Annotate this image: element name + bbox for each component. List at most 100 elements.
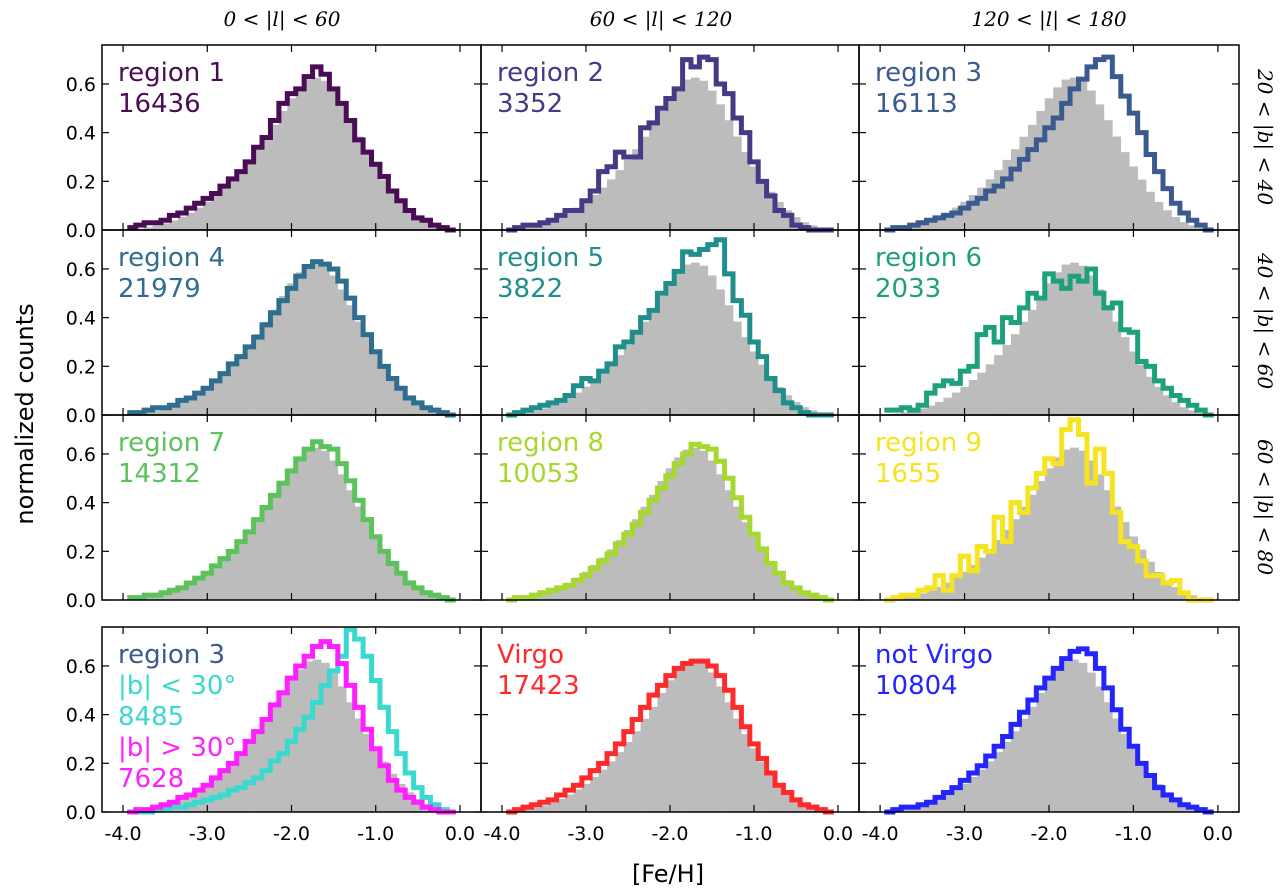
reference-bar-38 <box>1196 227 1206 230</box>
row-header-1: 20 < |b| < 40 <box>1252 68 1277 205</box>
reference-bar-24 <box>699 450 709 600</box>
reference-bar-11 <box>211 194 221 230</box>
reference-bar-16 <box>632 519 641 600</box>
x-tick-label: -1.0 <box>1115 823 1152 845</box>
reference-bar-37 <box>808 595 818 600</box>
reference-bar-30 <box>1129 748 1138 812</box>
reference-bar-23 <box>312 659 322 812</box>
reference-bar-27 <box>1103 702 1113 812</box>
reference-bar-34 <box>1163 792 1172 812</box>
reference-bar-16 <box>632 334 641 415</box>
reference-bar-10 <box>960 201 970 230</box>
reference-bar-31 <box>1137 179 1147 230</box>
region-label: region 7 <box>118 428 225 458</box>
reference-bar-13 <box>985 761 995 812</box>
x-tick-label: -1.0 <box>357 823 394 845</box>
reference-bar-4 <box>152 410 162 415</box>
reference-bar-28 <box>733 506 742 600</box>
reference-bar-23 <box>1070 447 1079 600</box>
reference-bar-13 <box>607 549 616 600</box>
reference-bar-6 <box>926 802 936 812</box>
reference-bar-7 <box>177 401 187 415</box>
y-tick-label: 0.4 <box>66 493 96 515</box>
reference-bar-31 <box>758 179 767 230</box>
reference-bar-22 <box>304 264 313 415</box>
reference-bar-29 <box>363 734 372 812</box>
reference-bar-12 <box>598 187 608 230</box>
reference-bar-32 <box>388 773 398 812</box>
reference-bar-31 <box>758 549 767 600</box>
reference-bar-26 <box>1095 289 1105 415</box>
reference-bar-33 <box>775 572 784 600</box>
reference-bar-33 <box>396 784 406 812</box>
reference-bar-27 <box>346 120 355 230</box>
reference-bar-34 <box>1163 210 1172 230</box>
reference-bar-18 <box>649 494 658 600</box>
reference-bar-29 <box>1120 152 1130 230</box>
reference-bar-25 <box>1087 672 1096 812</box>
reference-bar-26 <box>716 104 725 230</box>
reference-bar-20 <box>665 468 675 600</box>
reference-bar-6 <box>926 220 936 230</box>
reference-bar-22 <box>1061 79 1071 230</box>
reference-bar-15 <box>1002 344 1012 415</box>
reference-bar-4 <box>909 807 919 812</box>
reference-bar-26 <box>1095 474 1105 600</box>
reference-bar-9 <box>951 392 961 415</box>
reference-bar-20 <box>1044 98 1054 231</box>
count-label: 3352 <box>497 89 563 119</box>
reference-bar-13 <box>607 364 616 415</box>
reference-bar-23 <box>691 447 700 600</box>
reference-bar-24 <box>320 265 330 415</box>
reference-bar-17 <box>262 136 271 230</box>
reference-bar-34 <box>405 395 414 415</box>
reference-bar-4 <box>531 595 541 600</box>
y-tick-label: 0.2 <box>66 171 96 193</box>
reference-bar-32 <box>766 376 776 415</box>
reference-bar-13 <box>228 364 238 415</box>
reference-bar-33 <box>396 572 406 600</box>
reference-bar-21 <box>1053 272 1062 415</box>
reference-bar-5 <box>160 408 170 415</box>
step-series-1 <box>506 441 834 603</box>
reference-bar-10 <box>960 386 970 415</box>
reference-bar-37 <box>1188 410 1198 415</box>
count-label: 16113 <box>875 89 958 119</box>
reference-bar-30 <box>749 748 759 812</box>
reference-bar-32 <box>1146 561 1155 600</box>
reference-bar-19 <box>657 295 667 415</box>
reference-bar-20 <box>1044 468 1054 600</box>
reference-bar-35 <box>1171 799 1181 812</box>
reference-bar-28 <box>354 136 364 230</box>
reference-bar-24 <box>320 450 330 600</box>
reference-bar-12 <box>219 557 229 600</box>
reference-bar-13 <box>985 179 995 230</box>
reference-bar-26 <box>337 474 347 600</box>
reference-bar-28 <box>1112 321 1122 415</box>
reference-bar-3 <box>144 597 153 600</box>
reference-bar-24 <box>699 265 709 415</box>
region-label: not Virgo <box>875 640 993 670</box>
reference-bar-10 <box>203 201 212 230</box>
reference-bar-32 <box>388 191 398 230</box>
reference-bar-14 <box>236 752 246 812</box>
reference-bar-12 <box>598 557 608 600</box>
reference-bar-31 <box>1137 549 1147 600</box>
y-tick-label: 0.4 <box>66 123 96 145</box>
reference-bar-25 <box>707 672 717 812</box>
reference-bar-6 <box>926 590 936 600</box>
reference-bar-19 <box>1036 295 1046 415</box>
step-series-1 <box>884 646 1214 815</box>
reference-bar-25 <box>329 275 339 415</box>
reference-bar-31 <box>379 364 389 415</box>
reference-bar-20 <box>287 283 297 415</box>
reference-bar-26 <box>1095 104 1105 230</box>
reference-bar-4 <box>531 807 541 812</box>
reference-bar-35 <box>791 587 801 600</box>
reference-bar-25 <box>707 90 717 230</box>
reference-bar-8 <box>943 794 953 812</box>
reference-bar-11 <box>211 379 221 415</box>
reference-bar-17 <box>262 718 271 812</box>
count-label: 10053 <box>497 459 580 489</box>
